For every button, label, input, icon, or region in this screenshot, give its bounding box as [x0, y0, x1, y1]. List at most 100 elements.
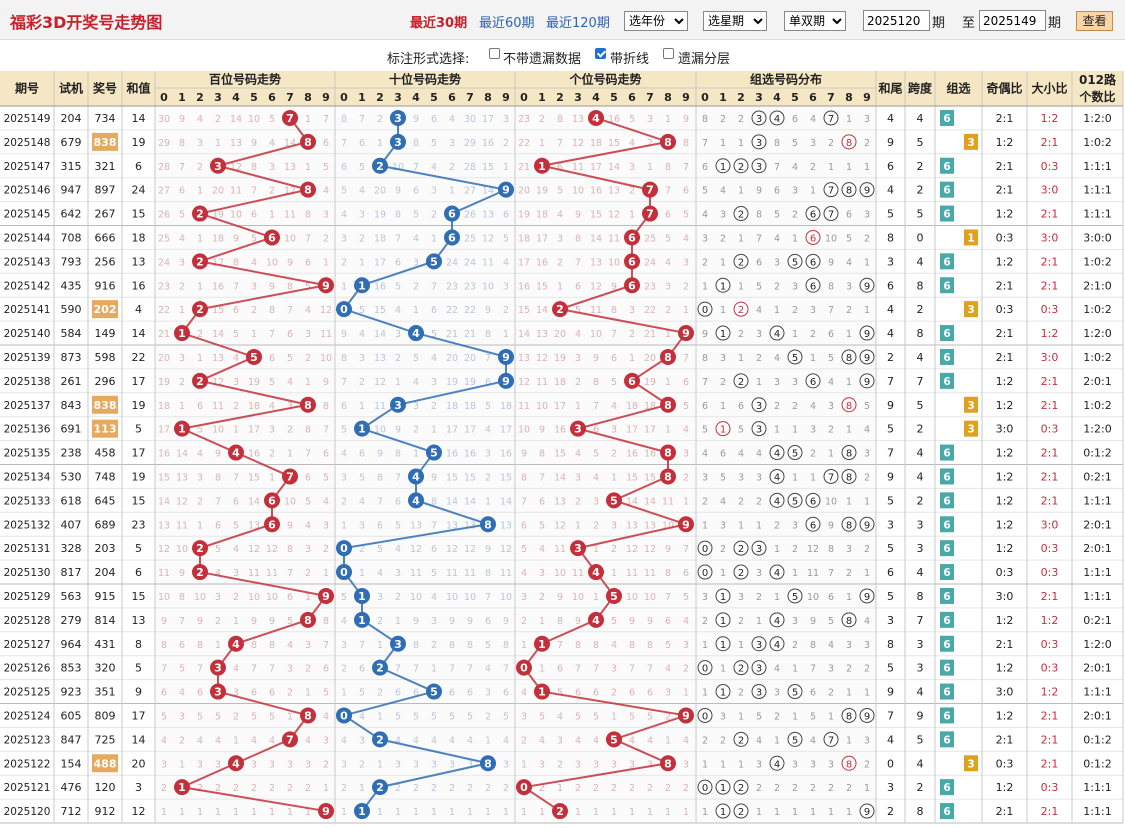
group-omission: 5	[702, 425, 708, 436]
omission-value: 8	[575, 640, 581, 651]
zuxuan-six-badge	[940, 253, 954, 270]
group-ball	[859, 349, 875, 365]
zuxuan-six-value: 6	[943, 782, 950, 794]
sum-cell: 12	[132, 805, 146, 818]
trial-cell: 964	[61, 638, 82, 651]
zuxuan-six-badge	[940, 277, 954, 294]
omission-value: 6	[341, 162, 347, 173]
period-cell: 2025121	[4, 782, 51, 794]
omission-value: 5	[179, 210, 185, 221]
parity-cell: 1:2	[996, 662, 1014, 675]
omission-value: 1	[611, 568, 617, 579]
tail-cell: 3	[887, 255, 894, 268]
omission-value: 1	[359, 783, 365, 794]
group-ball	[733, 660, 749, 676]
omission-value: 2	[683, 472, 689, 483]
omission-value: 1	[593, 592, 599, 603]
omission-value: 10	[374, 425, 386, 436]
span-cell: 5	[917, 208, 924, 221]
hundreds-ball-digit: 1	[178, 423, 186, 436]
omission-layer-checkbox[interactable]	[663, 48, 674, 59]
period-cell: 2025123	[4, 734, 51, 746]
group-ball	[787, 349, 803, 365]
omission-value: 26	[158, 210, 170, 221]
omission-value: 3	[359, 735, 365, 746]
omission-value: 1	[611, 807, 617, 818]
units-ball-digit: 6	[628, 255, 636, 268]
road-cell: 0:1:2	[1083, 733, 1111, 746]
from-period-input[interactable]	[863, 10, 930, 31]
trial-cell: 204	[61, 112, 82, 125]
omission-value: 21	[518, 162, 530, 173]
units-ball	[660, 133, 676, 150]
omission-value: 17	[500, 425, 512, 436]
omission-value: 16	[374, 281, 386, 292]
group-omission: 5	[720, 472, 726, 483]
to-period-input[interactable]	[979, 10, 1046, 31]
omission-value: 18	[374, 233, 386, 244]
year-select[interactable]: 选年份	[624, 11, 688, 31]
polyline-label[interactable]: 带折线	[610, 52, 650, 67]
omission-value: 7	[431, 281, 437, 292]
tail-cell: 0	[887, 757, 894, 770]
omission-value: 4	[233, 353, 239, 364]
group-omission: 2	[720, 233, 726, 244]
omission-value: 6	[557, 664, 563, 675]
tail-cell: 3	[887, 518, 894, 531]
col-period-header: 期号	[15, 81, 39, 96]
road-cell: 1:1:1	[1083, 566, 1111, 579]
link-recent-30[interactable]: 最近30期	[410, 16, 468, 31]
omission-value: 25	[158, 233, 170, 244]
group-omission: 3	[864, 449, 870, 460]
group-omission: 8	[828, 281, 834, 292]
tens-ball-digit: 2	[376, 733, 384, 746]
link-recent-60[interactable]: 最近60期	[479, 16, 535, 31]
group-ball	[733, 564, 749, 580]
tens-ball-digit: 8	[484, 757, 492, 770]
hundreds-ball	[192, 301, 208, 318]
polyline-checkbox[interactable]	[595, 48, 606, 59]
sum-cell: 14	[132, 112, 146, 125]
size-cell: 2:1	[1041, 208, 1059, 221]
omission-value: 2	[593, 783, 599, 794]
omission-value: 11	[590, 305, 602, 316]
units-ball-digit: 5	[610, 590, 618, 603]
omission-value: 3	[431, 377, 437, 388]
omission-value: 2	[449, 783, 455, 794]
col-hundreds-header: 百位号码走势	[209, 72, 281, 87]
odd-even-period-select[interactable]: 单双期	[784, 11, 846, 31]
query-button[interactable]: 查看	[1076, 11, 1113, 31]
parity-cell: 2:1	[996, 184, 1014, 197]
group-ball	[823, 206, 839, 222]
units-ball-digit: 9	[682, 518, 690, 531]
award-cell: 488	[94, 757, 117, 770]
no-omission-checkbox[interactable]	[489, 48, 500, 59]
units-ball-digit: 6	[628, 279, 636, 292]
period-cell: 2025147	[4, 161, 51, 173]
omission-value: 6	[341, 401, 347, 412]
group-omission: 1	[828, 449, 834, 460]
group-ball	[751, 421, 767, 437]
tens-ball-digit: 1	[358, 805, 366, 818]
omission-value: 4	[161, 735, 167, 746]
link-recent-120[interactable]: 最近120期	[546, 16, 610, 31]
period-cell: 2025144	[4, 232, 51, 244]
parity-cell: 1:2	[996, 208, 1014, 221]
zuxuan-six-value: 6	[943, 734, 950, 746]
weekday-select[interactable]: 选星期	[703, 11, 767, 31]
col-sum-header: 和值	[125, 81, 150, 96]
zuxuan-six-value: 6	[943, 209, 950, 221]
table-row: 2025136 691 113 5 17 5 10 1 17 3 2 8 7 5 10 9 2 1 17 17 4 17 1…	[4, 419, 1112, 438]
period-cell: 2025124	[4, 710, 51, 722]
group-ball-digit: 4	[774, 329, 780, 340]
omission-value: 3	[557, 233, 563, 244]
zuxuan-three-value: 3	[967, 400, 974, 412]
omission-value: 13	[608, 186, 620, 197]
omission-value: 12	[158, 544, 170, 555]
omission-value: 5	[359, 162, 365, 173]
omission-value: 12	[500, 544, 512, 555]
span-cell: 4	[917, 757, 924, 770]
group-omission: 1	[810, 186, 816, 197]
no-omission-label[interactable]: 不带遗漏数据	[503, 52, 582, 67]
omission-layer-label[interactable]: 遗漏分层	[678, 52, 731, 67]
